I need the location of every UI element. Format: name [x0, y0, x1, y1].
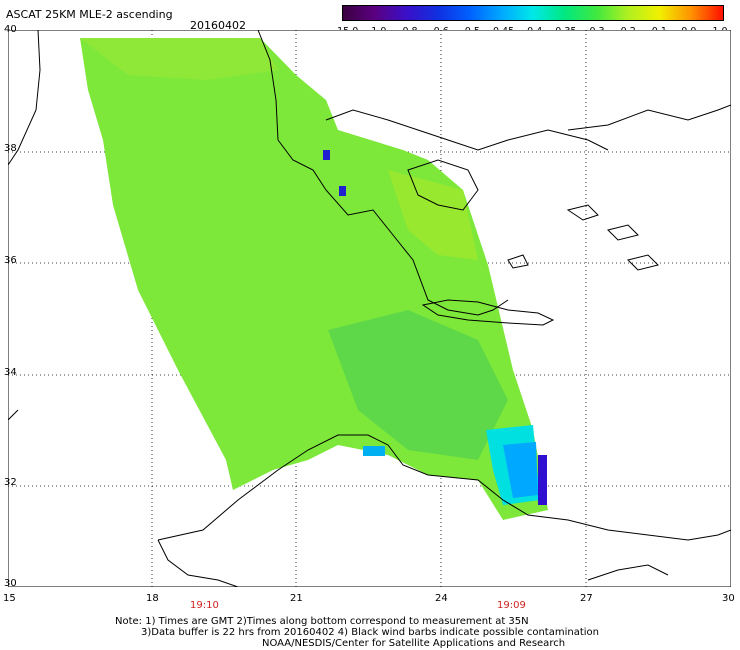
- coast-aegean-islands: [507, 204, 659, 271]
- coast-aegean-1: [407, 159, 479, 211]
- y-tick-label: 36: [4, 255, 17, 266]
- y-tick-label: 40: [4, 24, 17, 35]
- coast-sicily-sw: [8, 409, 19, 421]
- footer-note-line2: 3)Data buffer is 22 hrs from 20160402 4)…: [141, 627, 599, 638]
- low-value-blue: [503, 442, 538, 498]
- x-tick-label: 30: [722, 593, 735, 604]
- x-tick-label: 15: [3, 593, 16, 604]
- low-value-deep-2: [323, 150, 330, 160]
- swath-north-tint: [80, 38, 278, 80]
- footer-note-line1: Note: 1) Times are GMT 2)Times along bot…: [115, 616, 529, 627]
- coast-greece-east: [325, 109, 609, 151]
- y-tick-label: 30: [4, 578, 17, 589]
- colorbar: [342, 5, 724, 21]
- map-plot: [8, 30, 731, 587]
- product-date: 20160402: [190, 19, 246, 32]
- y-tick-label: 32: [4, 477, 17, 488]
- swath: [80, 38, 548, 520]
- footer-note-line3: NOAA/NESDIS/Center for Satellite Applica…: [262, 638, 566, 649]
- coast-cyprus-south: [587, 564, 669, 581]
- x-tick-label: 21: [290, 593, 303, 604]
- coast-gulf-sirte: [157, 539, 239, 587]
- coast-albania-greece-west: [257, 30, 509, 316]
- swath-east-tint: [388, 170, 478, 260]
- low-value-cyan-2: [363, 446, 385, 456]
- x-tick-label: 27: [580, 593, 593, 604]
- x-tick-label: 24: [435, 593, 448, 604]
- swath-central-shade: [328, 310, 508, 460]
- coast-crete: [421, 299, 555, 326]
- coast-turkey: [567, 104, 731, 131]
- coastlines: [8, 30, 731, 587]
- low-value-deep: [538, 455, 547, 505]
- y-tick-label: 38: [4, 143, 17, 154]
- coast-italy: [8, 30, 41, 166]
- coast-libya-egypt: [157, 434, 731, 541]
- y-tick-label: 34: [4, 367, 17, 378]
- product-title: ASCAT 25KM MLE-2 ascending: [6, 8, 173, 21]
- swath-time-label: 19:10: [190, 600, 219, 611]
- low-value-deep-3: [339, 186, 346, 196]
- swath-time-label: 19:09: [497, 600, 526, 611]
- x-tick-label: 18: [146, 593, 159, 604]
